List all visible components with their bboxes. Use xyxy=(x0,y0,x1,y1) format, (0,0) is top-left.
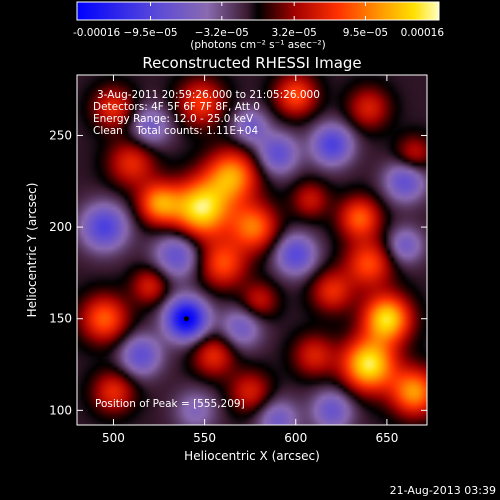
annotation-time-range: 3-Aug-2011 20:59:26.000 to 21:05:26.000 xyxy=(97,89,320,101)
colorbar-ticks: -0.00016 −9.5e−05 −3.2e−05 3.2e−05 9.5e−05 0.… xyxy=(73,2,444,39)
y-tick-label: 100 xyxy=(49,403,72,417)
annotation-clean-counts: Clean Total counts: 1.11E+04 xyxy=(93,125,258,137)
y-axis-ticks: 100 150 200 250 xyxy=(49,128,427,417)
annotation-detectors: Detectors: 4F 5F 6F 7F 8F, Att 0 xyxy=(93,101,260,113)
x-tick-label: 500 xyxy=(102,431,125,445)
colorbar-tick-label: 3.2e−05 xyxy=(272,27,317,39)
colorbar-tick-label: 9.5e−05 xyxy=(343,27,388,39)
minimum-marker xyxy=(183,316,189,322)
chart-title: Reconstructed RHESSI Image xyxy=(142,54,361,72)
y-axis-label: Heliocentric Y (arcsec) xyxy=(25,183,39,318)
y-tick-label: 150 xyxy=(49,312,72,326)
peak-position-label: Position of Peak = [555,209] xyxy=(95,398,245,410)
colorbar-tick-label: −9.5e−05 xyxy=(123,27,177,39)
footer-timestamp: 21-Aug-2013 03:39 xyxy=(389,484,496,497)
colorbar-tick-label: −3.2e−05 xyxy=(195,27,249,39)
plot-frame xyxy=(76,74,428,426)
colorbar-unit-label: (photons cm⁻² s⁻¹ asec⁻²) xyxy=(190,39,325,51)
y-tick-label: 200 xyxy=(49,220,72,234)
colorbar-tick-label: -0.00016 xyxy=(73,27,121,39)
x-tick-label: 550 xyxy=(193,431,216,445)
x-tick-label: 600 xyxy=(284,431,307,445)
annotations: 3-Aug-2011 20:59:26.000 to 21:05:26.000 … xyxy=(93,89,320,410)
colorbar-gradient xyxy=(77,2,439,20)
colorbar: -0.00016 −9.5e−05 −3.2e−05 3.2e−05 9.5e−05 0.… xyxy=(73,1,444,51)
colorbar-tick-label: 0.00016 xyxy=(401,27,445,39)
x-tick-label: 650 xyxy=(375,431,398,445)
y-tick-label: 250 xyxy=(49,128,72,142)
annotation-energy-range: Energy Range: 12.0 - 25.0 keV xyxy=(93,113,254,125)
heatmap-image xyxy=(77,75,427,425)
plot-area: 500 550 600 650 100 150 200 250 xyxy=(49,74,428,445)
colorbar-frame xyxy=(76,1,440,21)
x-axis-ticks: 500 550 600 650 xyxy=(102,75,398,445)
x-axis-label: Heliocentric X (arcsec) xyxy=(184,449,320,463)
